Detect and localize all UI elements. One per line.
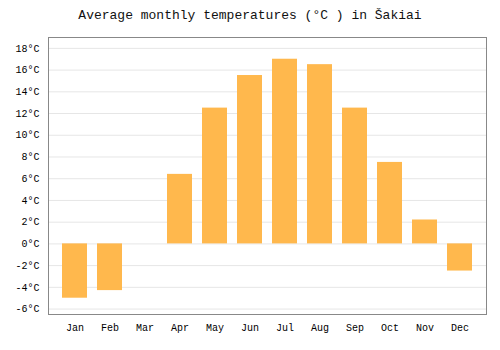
svg-text:6°C: 6°C <box>21 174 39 185</box>
svg-text:May: May <box>206 323 224 334</box>
svg-text:Mar: Mar <box>136 323 154 334</box>
svg-text:2°C: 2°C <box>21 217 39 228</box>
svg-text:Nov: Nov <box>416 323 434 334</box>
svg-text:Aug: Aug <box>311 323 329 334</box>
svg-text:Feb: Feb <box>101 323 119 334</box>
svg-text:12°C: 12°C <box>15 109 39 120</box>
svg-text:Jun: Jun <box>241 323 259 334</box>
svg-text:Oct: Oct <box>381 323 399 334</box>
svg-text:-4°C: -4°C <box>15 283 39 294</box>
svg-text:4°C: 4°C <box>21 196 39 207</box>
svg-text:14°C: 14°C <box>15 87 39 98</box>
svg-text:Dec: Dec <box>451 323 469 334</box>
html-text:Average monthly temperatures (: Average monthly temperatures (°C ) in Ša… <box>78 8 422 23</box>
svg-text:16°C: 16°C <box>15 65 39 76</box>
svg-text:Apr: Apr <box>171 323 189 334</box>
svg-text:Jan: Jan <box>66 323 84 334</box>
svg-text:18°C: 18°C <box>15 44 39 55</box>
svg-text:8°C: 8°C <box>21 152 39 163</box>
svg-text:Sep: Sep <box>346 323 364 334</box>
svg-text:-6°C: -6°C <box>15 304 39 315</box>
svg-text:0°C: 0°C <box>21 239 39 250</box>
svg-text:Jul: Jul <box>276 323 294 334</box>
svg-text:10°C: 10°C <box>15 130 39 141</box>
svg-text:-2°C: -2°C <box>15 261 39 272</box>
